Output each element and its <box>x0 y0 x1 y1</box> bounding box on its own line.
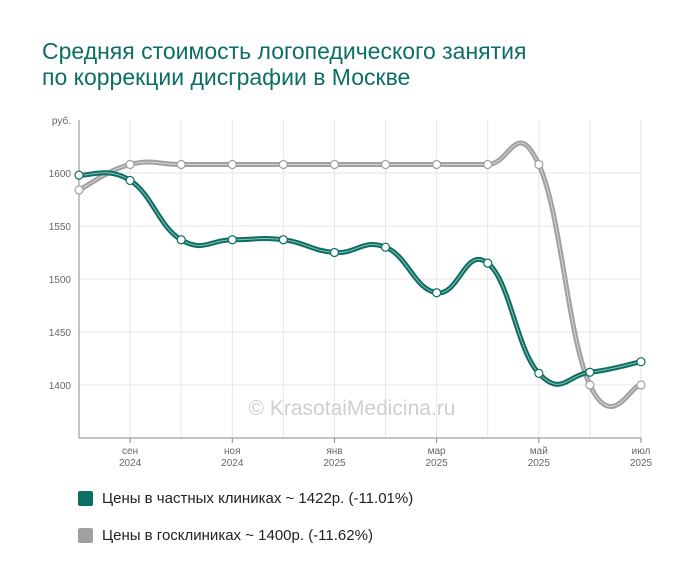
chart-title: Средняя стоимость логопедического заняти… <box>42 38 662 90</box>
data-point-private[interactable] <box>483 258 493 268</box>
data-point-public[interactable] <box>227 159 237 170</box>
data-point-public[interactable] <box>278 159 288 170</box>
x-tick-year: 2024 <box>221 458 244 469</box>
x-tick-label: май <box>530 446 548 457</box>
data-point-private[interactable] <box>585 367 595 377</box>
x-tick-label: мар <box>428 446 446 457</box>
data-point-private[interactable] <box>278 235 288 245</box>
legend: Цены в частных клиниках ~ 1422р. (-11.01… <box>78 488 413 562</box>
data-point-public[interactable] <box>74 185 84 195</box>
data-point-public[interactable] <box>176 159 186 170</box>
data-point-public[interactable] <box>534 159 544 170</box>
y-tick-label: 1400 <box>49 381 72 392</box>
x-tick-label: янв <box>326 446 342 457</box>
y-tick-label: 1600 <box>49 169 72 180</box>
legend-item-public[interactable]: Цены в госклиниках ~ 1400р. (-11.62%) <box>78 525 413 545</box>
data-point-public[interactable] <box>483 159 493 170</box>
data-point-private[interactable] <box>432 288 442 298</box>
series-line-highlight-public <box>78 142 642 407</box>
data-point-private[interactable] <box>534 368 544 378</box>
x-tick-label: июл <box>632 446 651 457</box>
x-tick-year: 2025 <box>323 458 346 469</box>
data-point-private[interactable] <box>74 170 84 180</box>
data-point-public[interactable] <box>432 159 442 170</box>
data-point-public[interactable] <box>125 159 135 170</box>
data-point-public[interactable] <box>380 159 391 170</box>
line-chart: 14001450150015501600руб.сен2024ноя2024ян… <box>49 115 653 469</box>
data-point-private[interactable] <box>125 175 135 186</box>
legend-label-public: Цены в госклиниках ~ 1400р. (-11.62%) <box>102 526 373 544</box>
data-point-private[interactable] <box>176 235 186 245</box>
x-tick-year: 2024 <box>119 458 142 469</box>
x-tick-label: ноя <box>224 446 241 457</box>
data-point-public[interactable] <box>585 380 595 390</box>
legend-item-private[interactable]: Цены в частных клиниках ~ 1422р. (-11.01… <box>78 488 413 508</box>
data-point-public[interactable] <box>636 380 646 390</box>
x-tick-label: сен <box>122 446 138 457</box>
data-point-private[interactable] <box>227 235 237 245</box>
data-point-private[interactable] <box>329 247 340 258</box>
series-line-public <box>76 140 644 409</box>
y-axis-unit: руб. <box>52 115 71 127</box>
title-line-1: Средняя стоимость логопедического заняти… <box>42 38 527 64</box>
x-tick-year: 2025 <box>426 458 449 469</box>
y-tick-label: 1450 <box>49 328 72 339</box>
y-tick-label: 1550 <box>49 222 72 233</box>
watermark: © KrasotaiMedicina.ru <box>249 397 456 420</box>
title-line-2: по коррекции дисграфии в Москве <box>42 64 411 90</box>
x-tick-year: 2025 <box>528 458 551 469</box>
legend-label-private: Цены в частных клиниках ~ 1422р. (-11.01… <box>102 489 414 507</box>
x-tick-year: 2025 <box>630 458 653 469</box>
y-tick-label: 1500 <box>49 275 72 286</box>
legend-swatch-public <box>78 527 93 543</box>
legend-swatch-private <box>78 490 93 506</box>
data-point-private[interactable] <box>380 242 391 252</box>
data-point-public[interactable] <box>329 159 340 170</box>
data-point-private[interactable] <box>636 357 646 367</box>
